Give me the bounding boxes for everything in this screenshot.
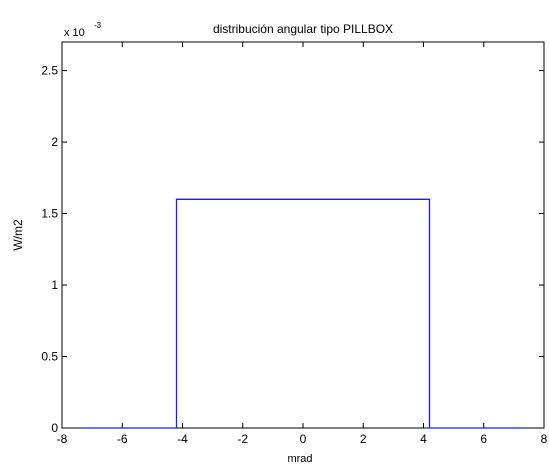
- y-exponent-power: -3: [94, 21, 102, 30]
- series-layer: [83, 198, 523, 429]
- x-tick-label: -6: [117, 432, 128, 446]
- y-axis-label: W/m2: [11, 219, 25, 251]
- x-axis-label: mrad: [287, 453, 312, 465]
- y-tick-label: 1: [51, 278, 58, 292]
- x-tick-label: -4: [177, 432, 188, 446]
- y-tick-label: 2: [51, 135, 58, 149]
- y-exponent-base: x 10: [64, 27, 85, 39]
- x-tick-label: 8: [541, 432, 548, 446]
- x-tick-label: 0: [300, 432, 307, 446]
- x-tick-label: 6: [480, 432, 487, 446]
- series-line-pillbox: [83, 198, 523, 429]
- y-tick-label: 1.5: [41, 207, 58, 221]
- chart-title: distribución angular tipo PILLBOX: [213, 22, 393, 36]
- x-tick-label: -8: [57, 432, 68, 446]
- x-tick-label: 2: [360, 432, 367, 446]
- x-tick-label: -2: [237, 432, 248, 446]
- plot-area: [61, 41, 545, 429]
- y-tick-label: 0: [51, 421, 58, 435]
- axis-ticks: -8 -6 -4 -2 0 2 4 6 8 0 0.5 1 1.5 2 2.5: [41, 42, 548, 446]
- y-tick-label: 2.5: [41, 64, 58, 78]
- y-tick-label: 0.5: [41, 350, 58, 364]
- x-tick-label: 4: [420, 432, 427, 446]
